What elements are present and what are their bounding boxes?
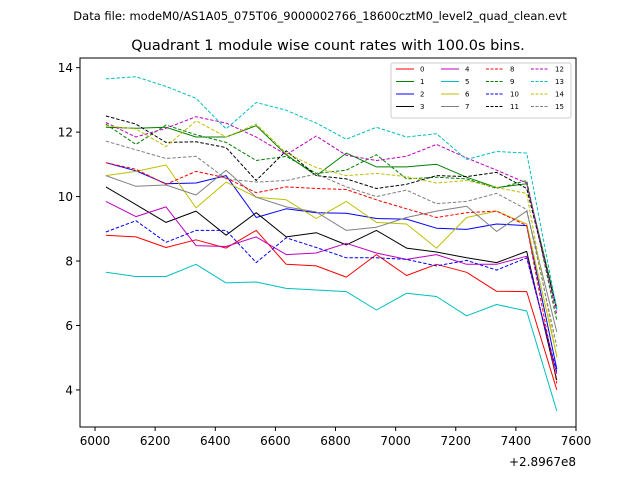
legend-label-5: 5 <box>465 78 469 86</box>
series-line-0 <box>105 229 558 391</box>
legend-label-11: 11 <box>510 103 519 111</box>
legend-label-15: 15 <box>555 103 564 111</box>
series-line-3 <box>105 186 558 381</box>
legend-label-8: 8 <box>510 66 514 74</box>
legend-label-1: 1 <box>420 78 424 86</box>
x-offset-label: +2.8967e8 <box>509 455 576 469</box>
series-line-7 <box>105 169 558 333</box>
series-line-11 <box>105 115 558 310</box>
plot-frame <box>79 57 577 428</box>
y-tick-label: 8 <box>65 255 73 269</box>
legend-label-3: 3 <box>420 103 424 111</box>
series-line-4 <box>105 200 558 374</box>
legend-label-2: 2 <box>420 91 424 99</box>
x-tick-label: 6200 <box>140 434 171 448</box>
chart-title: Quadrant 1 module wise count rates with … <box>131 38 525 54</box>
x-axis: 6000 6200 6400 6600 6800 7000 7200 7400 7600 <box>80 427 592 448</box>
series-line-1 <box>105 125 558 308</box>
series-line-10 <box>105 220 558 373</box>
legend-label-6: 6 <box>465 91 470 99</box>
x-tick-label: 7200 <box>440 434 471 448</box>
series-line-8 <box>105 162 558 384</box>
x-tick-label: 7000 <box>380 434 411 448</box>
series-line-12 <box>105 116 558 315</box>
legend-label-14: 14 <box>555 91 564 99</box>
x-tick-label: 6800 <box>320 434 351 448</box>
legend-label-12: 12 <box>555 66 564 74</box>
x-tick-label: 6600 <box>260 434 291 448</box>
x-tick-label: 7600 <box>561 434 592 448</box>
series-line-2 <box>105 162 558 370</box>
legend-box <box>390 62 572 119</box>
y-tick-label: 12 <box>58 126 73 140</box>
plot-lines <box>105 76 558 412</box>
y-tick-label: 6 <box>65 319 73 333</box>
legend-label-13: 13 <box>555 78 564 86</box>
x-tick-label: 6400 <box>200 434 231 448</box>
x-tick-label: 7400 <box>501 434 532 448</box>
y-axis: 4 6 8 10 12 14 <box>58 61 80 397</box>
legend-label-4: 4 <box>465 66 470 74</box>
series-line-5 <box>105 263 558 412</box>
y-tick-label: 14 <box>58 61 73 75</box>
x-tick-label: 6000 <box>80 434 111 448</box>
series-line-14 <box>105 120 558 358</box>
y-tick-label: 4 <box>65 383 73 397</box>
series-line-6 <box>105 164 558 357</box>
legend-label-9: 9 <box>510 78 514 86</box>
legend-label-10: 10 <box>510 91 519 99</box>
y-tick-label: 10 <box>58 190 73 204</box>
series-line-15 <box>105 140 558 347</box>
series-line-13 <box>105 76 558 310</box>
legend-label-0: 0 <box>420 66 424 74</box>
legend-label-7: 7 <box>465 103 469 111</box>
suptitle: Data file: modeM0/AS1A05_075T06_90000027… <box>73 9 567 23</box>
